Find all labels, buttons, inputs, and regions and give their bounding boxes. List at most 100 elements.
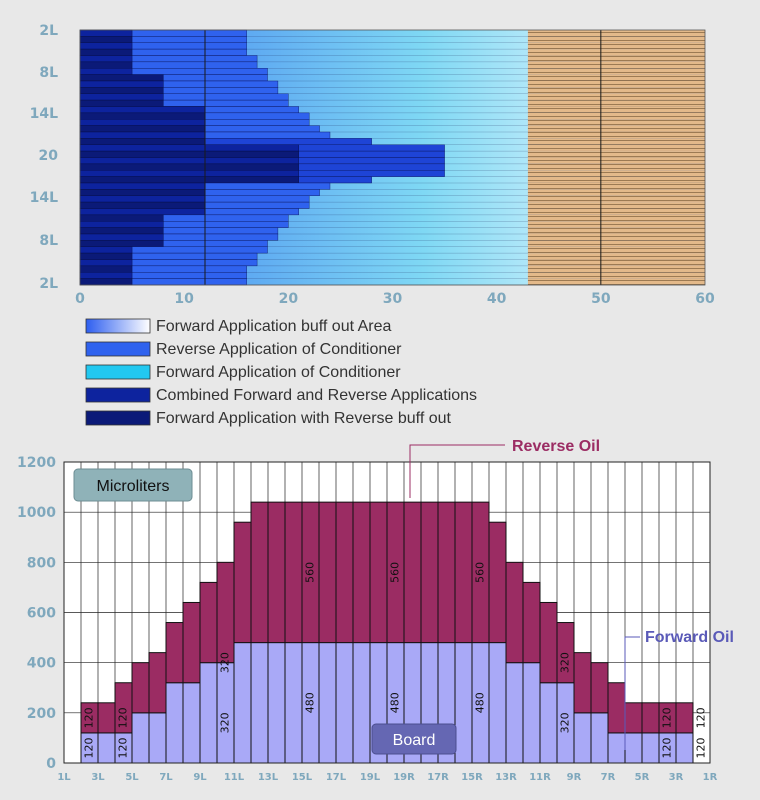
reverse-oil-bar <box>641 702 660 734</box>
combined-segment <box>79 195 206 203</box>
microliters-label: Microliters <box>97 478 170 495</box>
bar-annotation: 480 <box>389 692 402 713</box>
tan-segment <box>527 189 705 196</box>
x-tick-label: 19L <box>360 772 381 783</box>
x-tick-label: 9L <box>193 772 207 783</box>
reverse-oil-bar <box>182 601 201 684</box>
reverse-oil-bar <box>590 662 609 714</box>
tan-segment <box>527 278 705 285</box>
forward-oil-bar <box>97 732 116 764</box>
forward-oil-bar <box>131 712 150 764</box>
x-tick-label: 0 <box>75 291 85 307</box>
tan-segment <box>527 240 705 247</box>
tan-segment <box>527 49 705 56</box>
tan-segment <box>527 214 705 222</box>
combined-segment <box>79 259 133 267</box>
combined-segment <box>79 150 299 158</box>
forward-oil-bar <box>318 642 337 764</box>
tan-segment <box>527 93 705 101</box>
y-tick-label: 1000 <box>17 505 56 521</box>
tan-segment <box>527 30 705 37</box>
tan-segment <box>527 55 705 62</box>
tan-segment <box>527 81 705 88</box>
reverse-oil-bar <box>267 501 286 644</box>
y-tick-label: 800 <box>27 555 56 571</box>
combined-segment <box>79 208 206 216</box>
tan-segment <box>527 195 705 203</box>
legend-swatch <box>85 341 151 357</box>
legend-label: Forward Application buff out Area <box>156 318 392 335</box>
tan-segment <box>527 208 705 215</box>
combined-segment <box>79 221 164 228</box>
tan-segment <box>527 227 705 234</box>
tan-segment <box>527 138 705 145</box>
reverse-oil-bar <box>539 601 558 684</box>
reverse-oil-bar <box>607 682 626 734</box>
reverse-oil-bar <box>233 521 252 644</box>
combined-segment <box>79 201 206 209</box>
combined-segment <box>79 227 164 235</box>
reverse-oil-bar <box>420 501 439 644</box>
combined-segment <box>79 189 206 196</box>
bar-annotation: 120 <box>661 707 674 728</box>
tan-segment <box>527 253 705 260</box>
x-tick-label: 7R <box>601 772 616 783</box>
plot-frame <box>79 29 706 286</box>
reverse-oil-bar <box>335 501 354 644</box>
reverse-oil-bar <box>199 581 218 664</box>
bar-annotation: 480 <box>474 692 487 713</box>
bar-annotation: 560 <box>389 562 402 583</box>
forward-oil-bar <box>284 642 303 764</box>
reverse-oil-bar <box>352 501 371 644</box>
x-tick-label: 17L <box>326 772 347 783</box>
tan-segment <box>527 42 705 50</box>
combined-segment <box>79 240 164 247</box>
bar-annotation: 120 <box>83 707 96 728</box>
reverse-callout-line <box>409 444 505 498</box>
x-tick-label: 30 <box>383 291 403 307</box>
reverse-oil-bar <box>522 581 541 664</box>
forward-oil-bar <box>454 642 473 764</box>
combined-segment <box>79 214 164 222</box>
legend-swatch <box>85 364 151 380</box>
tan-segment <box>527 183 705 190</box>
forward-oil-bar <box>539 682 558 764</box>
combined-segment <box>79 42 133 50</box>
tan-segment <box>527 100 705 107</box>
forward-oil-bar <box>233 642 252 764</box>
reverse-oil-bar <box>284 501 303 644</box>
x-tick-label: 40 <box>487 291 507 307</box>
forward-oil-bar <box>165 682 184 764</box>
bar-annotation: 120 <box>695 737 708 758</box>
forward-oil-bar <box>573 712 592 764</box>
reverse-oil-bar <box>216 561 235 664</box>
tan-segment <box>527 87 705 94</box>
bar-annotation: 120 <box>83 737 96 758</box>
heat-bar-chart: 0 10 20 30 40 50 60 2L 8L 14L 20 14L 8L 2L <box>30 23 715 307</box>
tan-segment <box>527 265 705 273</box>
tan-segment <box>527 234 705 241</box>
bar-annotation: 120 <box>117 737 130 758</box>
x-tick-label: 19R <box>393 772 415 783</box>
combined-segment <box>79 163 299 171</box>
tan-segment <box>527 272 705 279</box>
legend-label: Reverse Application of Conditioner <box>156 341 402 358</box>
combined-segment <box>79 93 164 101</box>
x-tick-label: 13R <box>495 772 517 783</box>
combined-segment <box>79 246 133 254</box>
x-tick-label: 3R <box>669 772 684 783</box>
combined-segment <box>79 48 133 56</box>
reverse-oil-bar <box>165 622 184 684</box>
combined-segment <box>79 87 164 94</box>
combined-segment <box>79 125 206 133</box>
y-tick-label: 14L <box>30 106 58 122</box>
forward-oil-callout: Forward Oil <box>645 629 734 646</box>
x-tick-label: 5L <box>125 772 139 783</box>
reverse-oil-bar <box>97 702 116 734</box>
combined-segment <box>79 74 164 82</box>
tan-segment <box>527 106 705 113</box>
legend-label: Forward Application with Reverse buff ou… <box>156 410 452 427</box>
combined-segment <box>79 131 206 139</box>
tan-segment <box>527 132 705 139</box>
x-tick-label: 3L <box>91 772 105 783</box>
